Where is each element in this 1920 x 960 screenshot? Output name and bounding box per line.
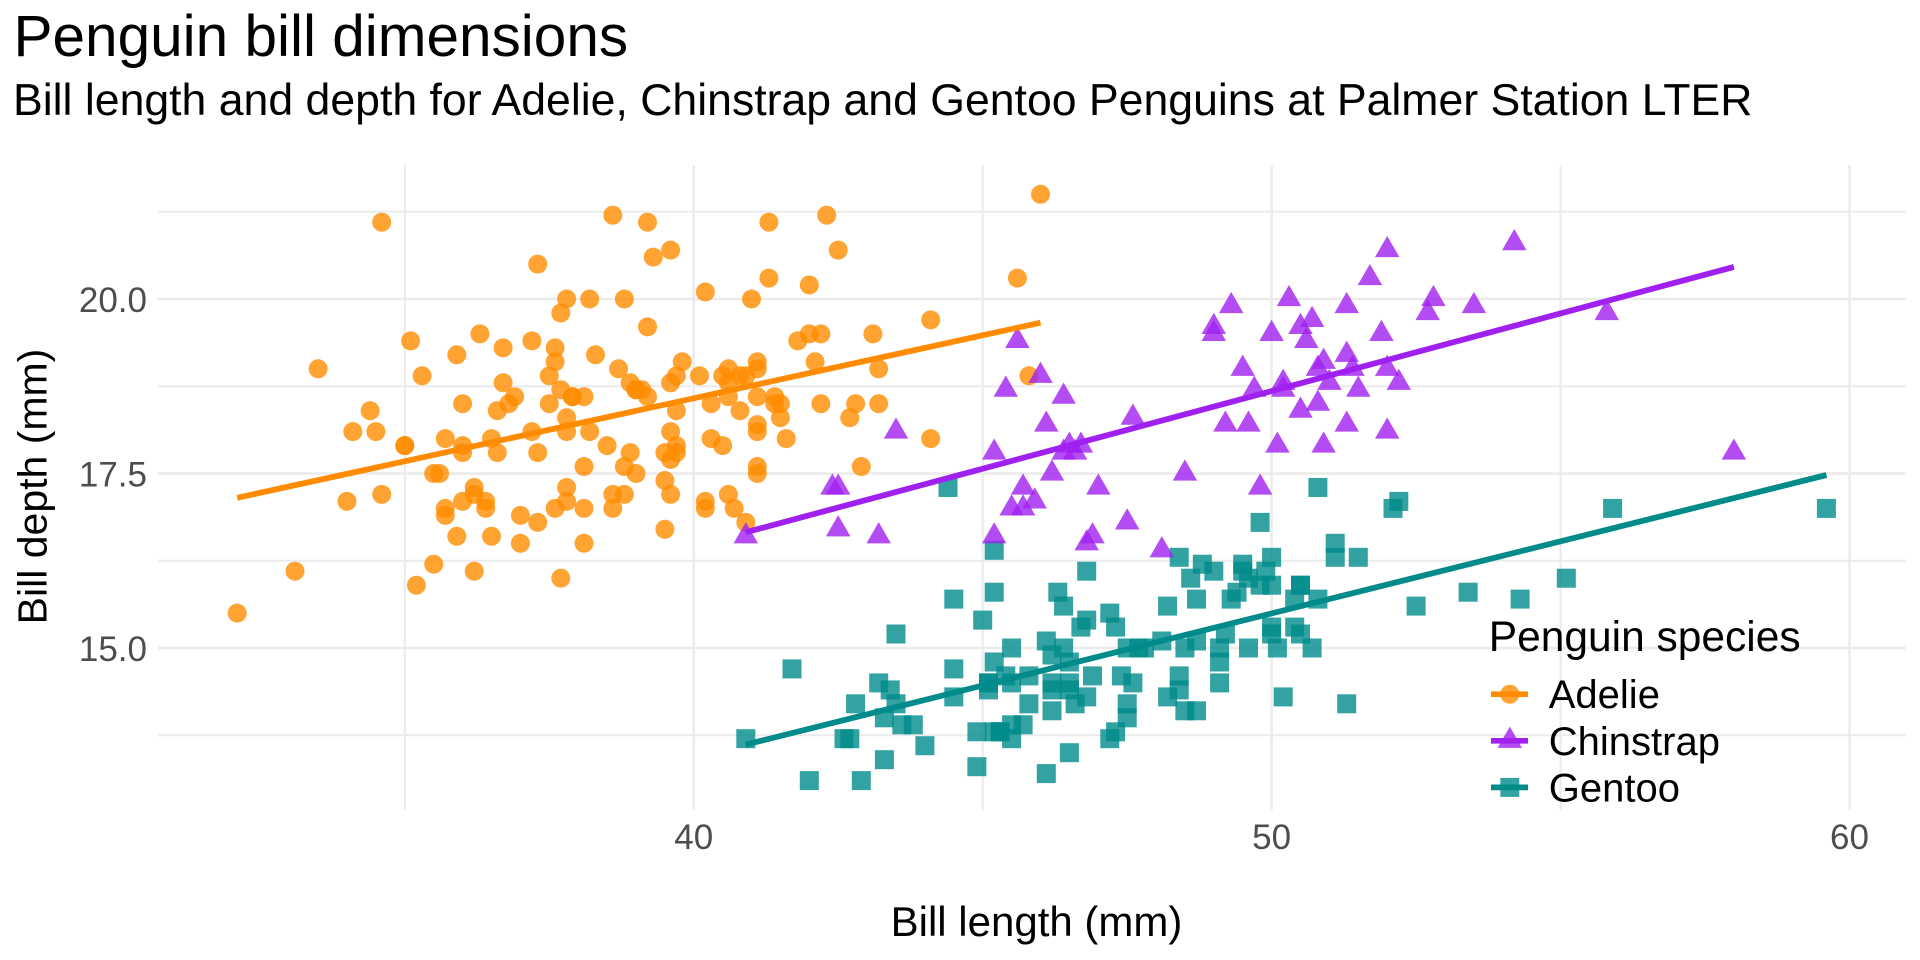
svg-text:17.5: 17.5 xyxy=(79,456,147,495)
svg-text:50: 50 xyxy=(1252,818,1291,857)
svg-text:40: 40 xyxy=(674,818,713,857)
svg-text:Chinstrap: Chinstrap xyxy=(1549,720,1720,764)
svg-text:Penguin bill dimensions: Penguin bill dimensions xyxy=(14,4,629,69)
svg-text:Penguin species: Penguin species xyxy=(1489,614,1801,661)
svg-text:15.0: 15.0 xyxy=(79,630,147,669)
svg-text:Bill length and depth for Adel: Bill length and depth for Adelie, Chinst… xyxy=(13,76,1752,125)
svg-text:Bill depth (mm): Bill depth (mm) xyxy=(9,349,55,625)
svg-text:Bill length (mm): Bill length (mm) xyxy=(891,898,1183,945)
svg-text:Gentoo: Gentoo xyxy=(1549,766,1680,810)
svg-text:Adelie: Adelie xyxy=(1549,673,1660,717)
svg-text:20.0: 20.0 xyxy=(79,281,147,320)
svg-text:60: 60 xyxy=(1830,818,1869,857)
